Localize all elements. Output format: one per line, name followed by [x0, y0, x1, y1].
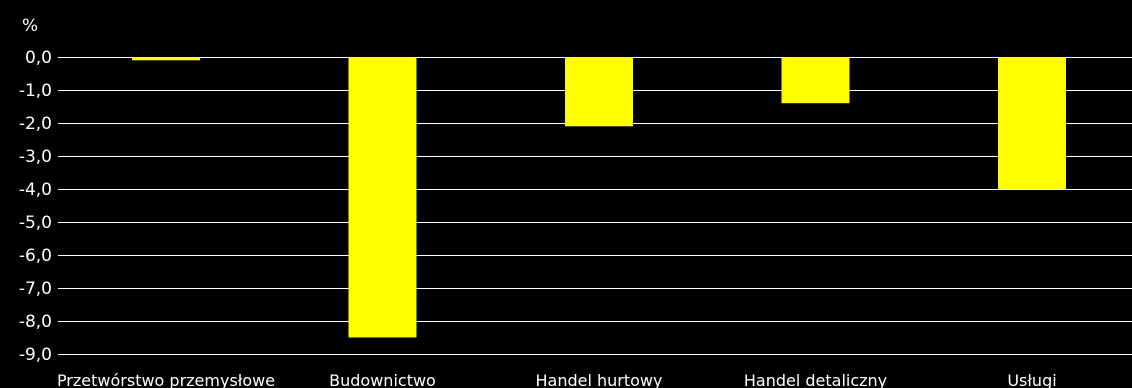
bar [998, 57, 1066, 189]
bar [348, 57, 417, 338]
y-tick-label: 0,0 [25, 48, 52, 68]
y-tick-label: -6,0 [19, 246, 52, 266]
y-tick-label: -4,0 [19, 180, 52, 200]
y-tick-label: -3,0 [19, 147, 52, 167]
bar [781, 57, 850, 104]
x-axis-category-labels: Przetwórstwo przemysłowe Budownictwo Hande… [57, 371, 1057, 388]
x-category-label: Usługi [1007, 371, 1056, 388]
x-category-label: Budownictwo [329, 371, 436, 388]
y-axis-unit-label: % [22, 16, 38, 36]
bars [132, 57, 1066, 338]
y-tick-label: -8,0 [19, 312, 52, 332]
x-category-label: Handel detaliczny [744, 371, 887, 388]
y-tick-label: -2,0 [19, 114, 52, 134]
x-category-label: Handel hurtowy [536, 371, 663, 388]
gridlines [58, 57, 1132, 355]
bar [565, 57, 633, 127]
x-category-label: Przetwórstwo przemysłowe [57, 371, 275, 388]
y-axis-tick-labels: 0,0 -1,0 -2,0 -3,0 -4,0 -5,0 -6,0 -7,0 -8,0 -9,0 [19, 48, 52, 365]
bar [132, 57, 200, 61]
y-tick-label: -7,0 [19, 279, 52, 299]
y-tick-label: -9,0 [19, 345, 52, 365]
y-tick-label: -5,0 [19, 213, 52, 233]
y-tick-label: -1,0 [19, 81, 52, 101]
